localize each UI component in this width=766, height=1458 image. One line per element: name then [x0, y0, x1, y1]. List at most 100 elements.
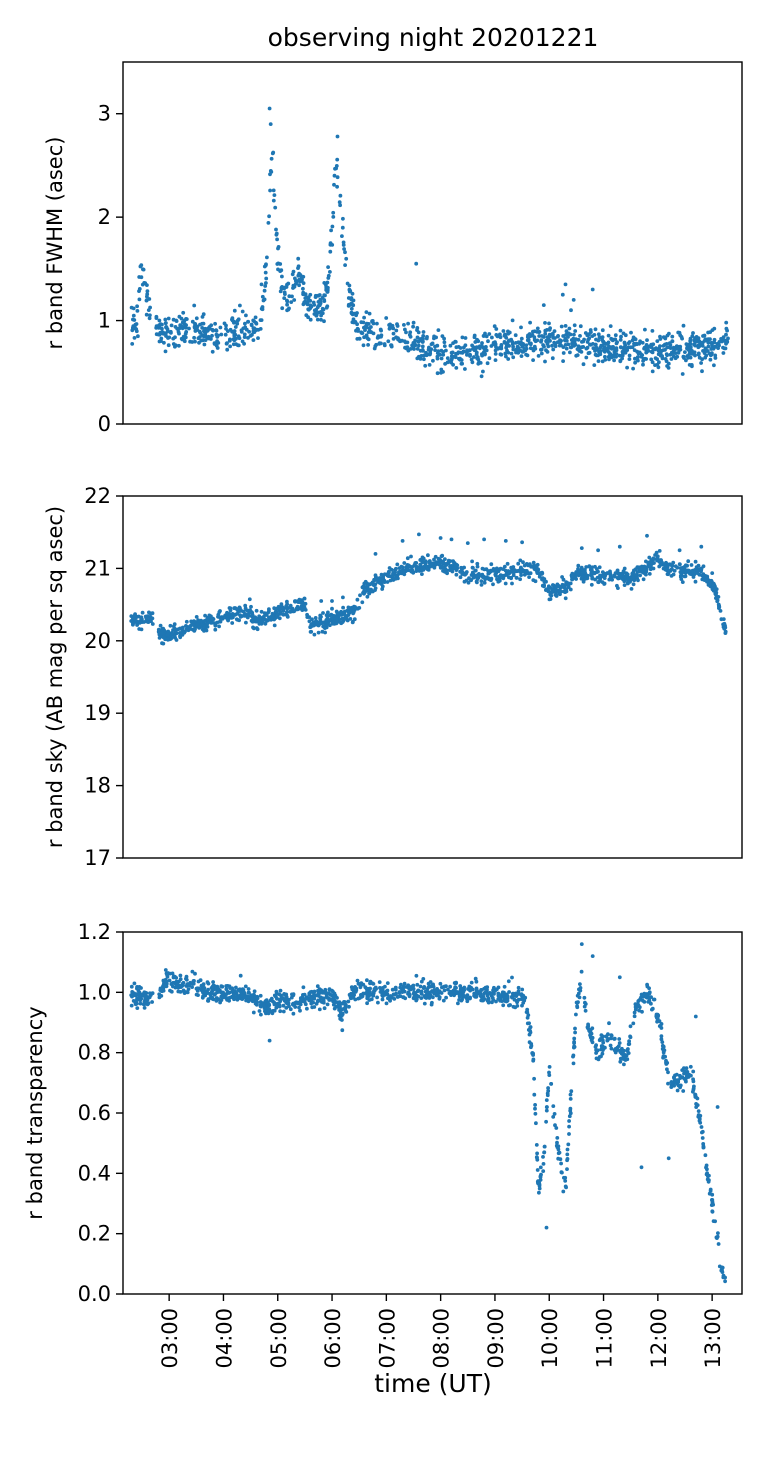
- data-point: [263, 612, 268, 616]
- data-point: [689, 1073, 693, 1078]
- data-point: [577, 987, 581, 992]
- data-point: [608, 352, 613, 356]
- data-point: [382, 342, 387, 346]
- data-point: [439, 356, 444, 361]
- data-point: [230, 316, 235, 320]
- y-tick-label: 1: [98, 309, 111, 333]
- data-point: [306, 307, 311, 312]
- data-point: [321, 307, 326, 312]
- data-point: [694, 339, 699, 344]
- data-point: [193, 971, 197, 976]
- data-point-outlier: [650, 329, 655, 333]
- data-point: [157, 631, 162, 636]
- data-point: [711, 588, 716, 593]
- data-point: [547, 1065, 552, 1069]
- data-point: [550, 356, 555, 361]
- data-point: [147, 316, 152, 321]
- data-point: [391, 571, 395, 576]
- data-point: [206, 987, 211, 992]
- data-point: [467, 348, 472, 353]
- data-point: [235, 611, 240, 616]
- data-point: [711, 1219, 716, 1223]
- data-point: [166, 343, 171, 348]
- data-point: [341, 240, 346, 245]
- data-point: [399, 564, 404, 569]
- data-point: [605, 571, 610, 575]
- data-point: [350, 291, 355, 296]
- data-point: [216, 987, 221, 991]
- data-point: [338, 203, 342, 208]
- data-point: [533, 579, 538, 584]
- data-point: [542, 584, 546, 589]
- data-point: [638, 566, 643, 571]
- data-point: [351, 607, 355, 612]
- data-point: [713, 353, 718, 358]
- data-point: [401, 995, 406, 999]
- data-point-outlier: [267, 1038, 272, 1043]
- data-point: [207, 336, 211, 341]
- data-point: [619, 345, 624, 350]
- data-point-outlier: [560, 292, 565, 297]
- data-point: [315, 993, 320, 998]
- data-point: [510, 994, 514, 999]
- x-tick-label: 12:00: [647, 1308, 671, 1369]
- data-point: [699, 361, 703, 365]
- data-point: [581, 579, 586, 584]
- data-point: [615, 340, 619, 344]
- data-point: [266, 1009, 270, 1014]
- data-point: [721, 335, 726, 340]
- data-point: [386, 569, 391, 574]
- data-point: [486, 997, 491, 1002]
- data-point: [519, 997, 524, 1001]
- data-point: [163, 637, 168, 642]
- data-point: [491, 582, 495, 587]
- data-point: [269, 156, 274, 161]
- data-point: [190, 981, 195, 986]
- data-point: [590, 334, 595, 338]
- data-point: [260, 619, 265, 624]
- data-point: [510, 342, 515, 347]
- data-point: [357, 336, 362, 341]
- data-point: [691, 1086, 696, 1091]
- data-point: [483, 985, 488, 990]
- data-point: [389, 343, 393, 347]
- data-point: [428, 984, 433, 989]
- data-point: [635, 355, 640, 360]
- data-point: [539, 571, 544, 576]
- data-point: [559, 1170, 564, 1175]
- data-point: [506, 357, 511, 361]
- data-point: [234, 985, 238, 990]
- data-point-outlier: [520, 540, 524, 545]
- data-point: [582, 337, 586, 342]
- data-point: [568, 1111, 573, 1116]
- data-point: [172, 622, 177, 627]
- data-point: [438, 981, 443, 986]
- data-point: [484, 348, 489, 353]
- data-point-outlier: [341, 595, 345, 600]
- data-point: [319, 313, 323, 318]
- data-point: [426, 553, 430, 558]
- data-point: [439, 348, 444, 353]
- data-point: [297, 271, 301, 276]
- data-point: [678, 1085, 682, 1090]
- data-point: [256, 336, 260, 340]
- data-point: [253, 315, 258, 320]
- data-point: [322, 281, 327, 285]
- data-point: [242, 990, 247, 995]
- data-point: [231, 337, 236, 342]
- data-point: [147, 617, 152, 621]
- data-point: [273, 205, 278, 210]
- data-point: [415, 326, 420, 330]
- data-point: [415, 982, 420, 987]
- data-point: [316, 630, 321, 635]
- data-point: [452, 988, 457, 992]
- data-point: [316, 988, 320, 993]
- data-point-outlier: [268, 122, 273, 126]
- data-point: [435, 371, 440, 376]
- data-point: [224, 992, 229, 996]
- data-point: [301, 601, 305, 606]
- data-point: [636, 358, 640, 363]
- data-point: [678, 1073, 682, 1078]
- data-point: [368, 981, 372, 986]
- data-point: [571, 336, 576, 341]
